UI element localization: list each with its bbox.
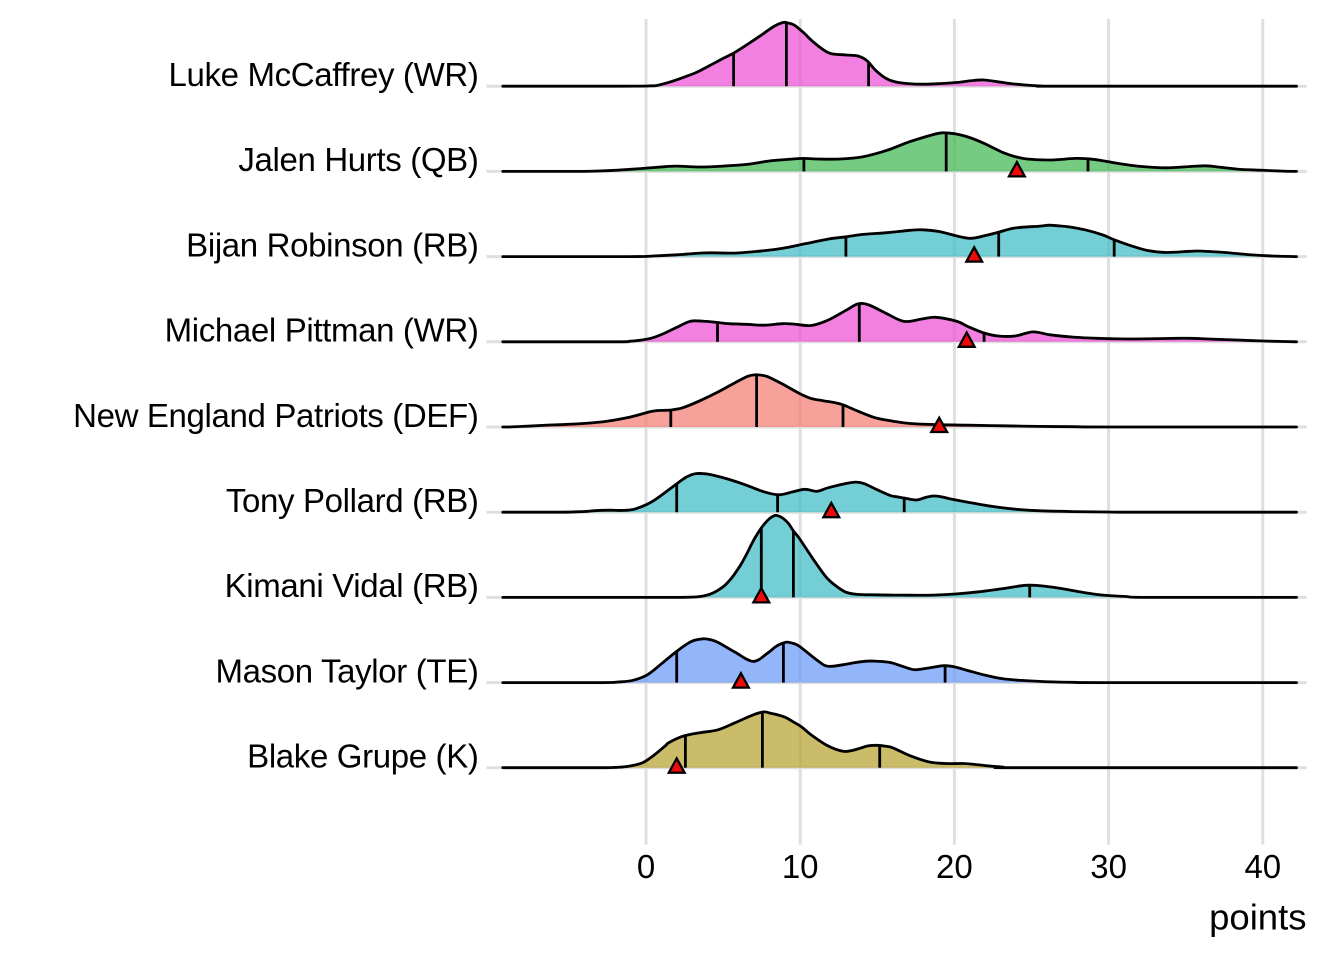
- svg-text:Blake Grupe (K): Blake Grupe (K): [247, 738, 478, 775]
- svg-text:Bijan Robinson (RB): Bijan Robinson (RB): [186, 226, 478, 263]
- svg-text:Kimani Vidal (RB): Kimani Vidal (RB): [225, 567, 479, 604]
- svg-text:10: 10: [782, 848, 819, 885]
- svg-text:Luke McCaffrey (WR): Luke McCaffrey (WR): [169, 56, 479, 93]
- svg-text:points: points: [1209, 897, 1306, 938]
- svg-text:20: 20: [936, 848, 973, 885]
- svg-text:New England Patriots (DEF): New England Patriots (DEF): [73, 397, 478, 434]
- svg-text:Mason Taylor (TE): Mason Taylor (TE): [215, 652, 478, 689]
- svg-text:40: 40: [1244, 848, 1281, 885]
- svg-text:30: 30: [1090, 848, 1127, 885]
- svg-text:Jalen Hurts (QB): Jalen Hurts (QB): [238, 141, 478, 178]
- svg-text:Michael Pittman (WR): Michael Pittman (WR): [165, 312, 479, 349]
- svg-text:Tony Pollard (RB): Tony Pollard (RB): [226, 482, 479, 519]
- svg-text:0: 0: [637, 848, 655, 885]
